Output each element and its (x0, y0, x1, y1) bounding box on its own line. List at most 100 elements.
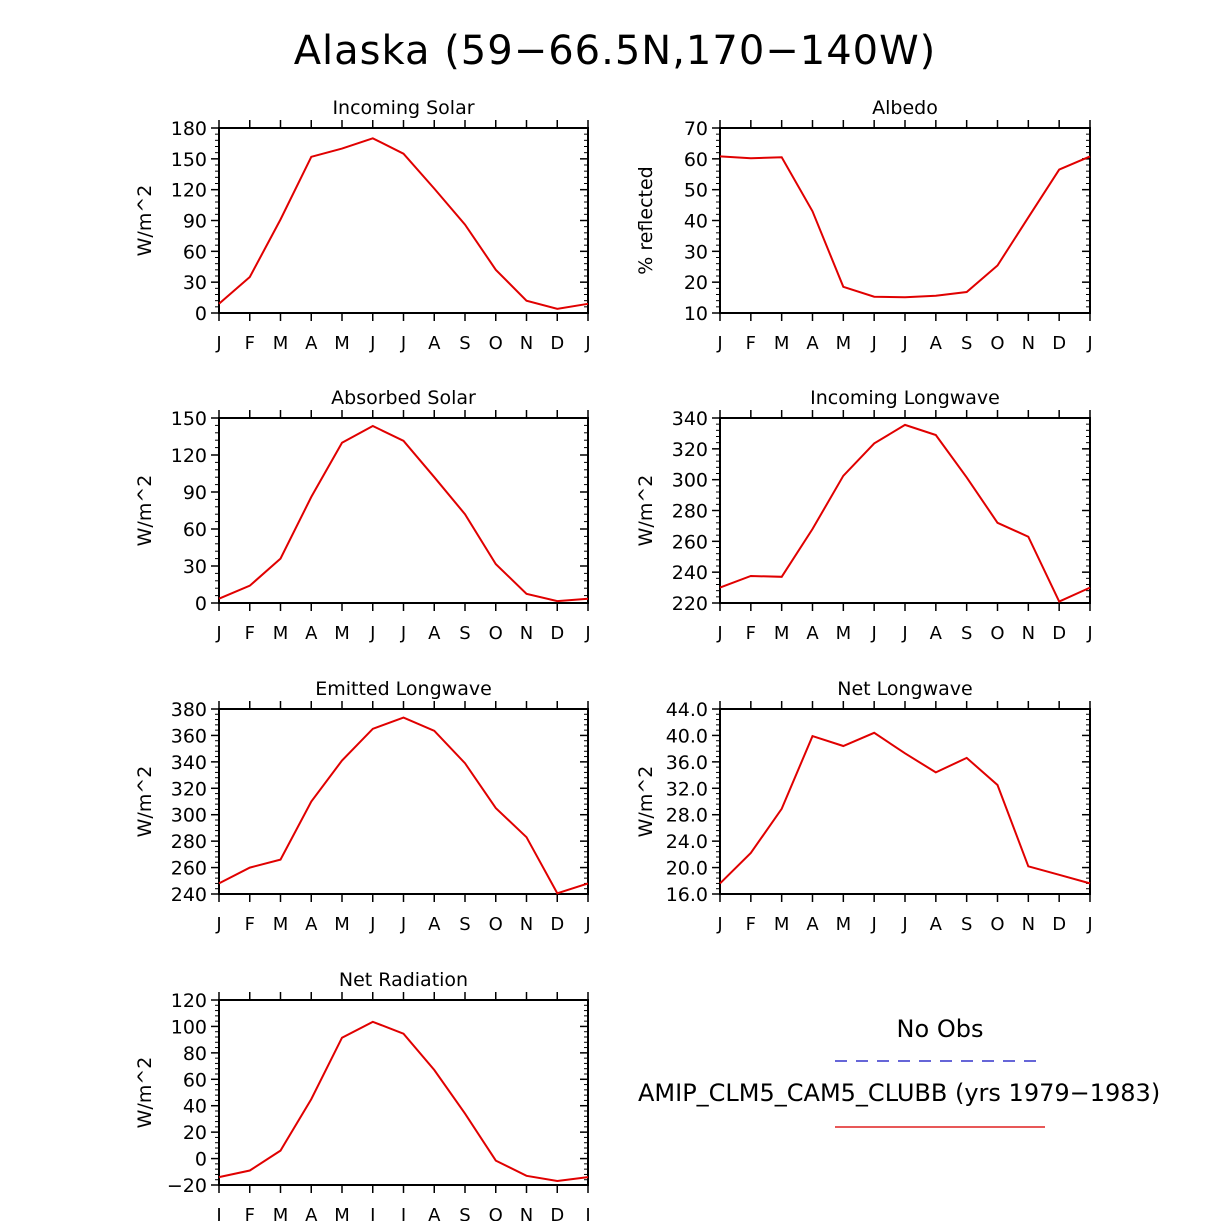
panel5-ytick-label: 240 (171, 884, 207, 906)
panel3-xtick-label: A (428, 623, 441, 644)
panel3-title: Absorbed Solar (331, 387, 476, 409)
panel4-ytick-label: 300 (672, 470, 708, 492)
panel3-frame (218, 417, 589, 604)
panel4-xtick-label: J (1086, 623, 1092, 644)
panel3-ytick-label: 120 (171, 445, 207, 467)
panel7-ytick-label: 120 (171, 990, 207, 1012)
panel6-xtick-label: F (746, 914, 756, 935)
panel4-series-line (719, 423, 1091, 603)
panel5-xtick-label: S (459, 914, 470, 935)
panel5-xtick-label: F (245, 914, 255, 935)
panel1-ytick-label: 150 (171, 149, 207, 171)
panel6-xtick-label: M (774, 914, 790, 935)
panel1-ytick-label: 120 (171, 180, 207, 202)
panel7-xtick-label: J (400, 1205, 406, 1221)
panel5-ytick-label: 320 (171, 778, 207, 800)
panel2-xtick-label: N (1022, 333, 1035, 354)
panel4-xtick-label: J (716, 623, 722, 644)
panel7-xtick-label: S (459, 1205, 470, 1221)
panel3-xtick-label: M (273, 623, 289, 644)
panel6-ylabel: W/m^2 (635, 766, 657, 838)
panel4-xtick-label: J (901, 623, 907, 644)
panel2-ytick-label: 60 (684, 149, 708, 171)
panel3-xtick-label: J (400, 623, 406, 644)
panel3-xtick-label: F (245, 623, 255, 644)
panel3-ytick-label: 90 (183, 482, 207, 504)
panel6-xtick-label: M (836, 914, 852, 935)
panel7-series-line (218, 1020, 589, 1183)
panel3-xtick-label: M (334, 623, 350, 644)
panel3-xtick-label: A (305, 623, 318, 644)
panel7-xtick-label: A (305, 1205, 318, 1221)
panel7-xtick-label: O (489, 1205, 503, 1221)
panel1-xtick-label: D (550, 333, 564, 354)
panel5-xtick-label: J (584, 914, 590, 935)
panel4-xtick-label: N (1022, 623, 1035, 644)
panel4-ytick-label: 260 (672, 531, 708, 553)
panel1-xtick-label: N (520, 333, 533, 354)
panel1-ylabel: W/m^2 (134, 185, 156, 257)
panel4-ytick-label: 240 (672, 562, 708, 584)
panel6-xtick-label: A (930, 914, 943, 935)
panel3-xtick-label: J (369, 623, 375, 644)
panel2-xtick-label: D (1052, 333, 1066, 354)
panel4-xtick-label: S (961, 623, 972, 644)
panel6-ytick-label: 28.0 (666, 805, 708, 827)
panel4-xtick-label: A (806, 623, 819, 644)
panel7-frame (218, 999, 589, 1186)
panel6-xtick-label: O (990, 914, 1004, 935)
panel7-xtick-label: M (334, 1205, 350, 1221)
panel7-ylabel: W/m^2 (134, 1057, 156, 1129)
panel4-xtick-label: O (990, 623, 1004, 644)
panel2-xtick-label: S (961, 333, 972, 354)
panel2-ytick-label: 10 (684, 303, 708, 325)
panel6-xtick-label: J (901, 914, 907, 935)
panel7-ytick-label: 20 (183, 1122, 207, 1144)
panel2-ylabel: % reflected (635, 166, 657, 274)
legend-model-label: AMIP_CLM5_CAM5_CLUBB (yrs 1979−1983) (638, 1079, 1161, 1107)
panel4-xtick-label: F (746, 623, 756, 644)
panel2-xtick-label: A (806, 333, 819, 354)
panel5-ytick-label: 280 (171, 831, 207, 853)
panel1-xtick-label: J (369, 333, 375, 354)
panel2-series-line (719, 155, 1091, 299)
panel3-xtick-label: N (520, 623, 533, 644)
panel6-ytick-label: 16.0 (666, 884, 708, 906)
panel7-ytick-label: 0 (195, 1149, 207, 1171)
panel5-xtick-label: M (334, 914, 350, 935)
panel1-xtick-label: S (459, 333, 470, 354)
panel4-ytick-label: 320 (672, 439, 708, 461)
panel6-ytick-label: 40.0 (666, 725, 708, 747)
panel2-ytick-label: 20 (684, 272, 708, 294)
panel1-xtick-label: A (428, 333, 441, 354)
panel7-ytick-label: 80 (183, 1043, 207, 1065)
panel5-ytick-label: 380 (171, 699, 207, 721)
panel1-ytick-label: 90 (183, 211, 207, 233)
panel3-xtick-label: D (550, 623, 564, 644)
panel5-ytick-label: 340 (171, 752, 207, 774)
panel4-frame (719, 417, 1091, 604)
panel4-xtick-label: M (836, 623, 852, 644)
panel1-xtick-label: J (584, 333, 590, 354)
panel1-xtick-label: J (400, 333, 406, 354)
panel4-ytick-label: 220 (672, 593, 708, 615)
panel6-ytick-label: 44.0 (666, 699, 708, 721)
panel6-ytick-label: 32.0 (666, 778, 708, 800)
panel5-xtick-label: N (520, 914, 533, 935)
panel3-xtick-label: O (489, 623, 503, 644)
panel6-xtick-label: D (1052, 914, 1066, 935)
panel3-series-line (218, 424, 589, 603)
panel6-ytick-label: 36.0 (666, 752, 708, 774)
panel7-xtick-label: J (215, 1205, 221, 1221)
panel4-ytick-label: 280 (672, 501, 708, 523)
panel4-ylabel: W/m^2 (635, 475, 657, 547)
panel2-ytick-label: 50 (684, 180, 708, 202)
panel5-ylabel: W/m^2 (134, 766, 156, 838)
panel6-ytick-label: 24.0 (666, 831, 708, 853)
panel1-xtick-label: M (273, 333, 289, 354)
panel6-xtick-label: J (1086, 914, 1092, 935)
panel4-title: Incoming Longwave (810, 387, 1000, 409)
panel2-xtick-label: M (774, 333, 790, 354)
panel4-ytick-label: 340 (672, 408, 708, 430)
